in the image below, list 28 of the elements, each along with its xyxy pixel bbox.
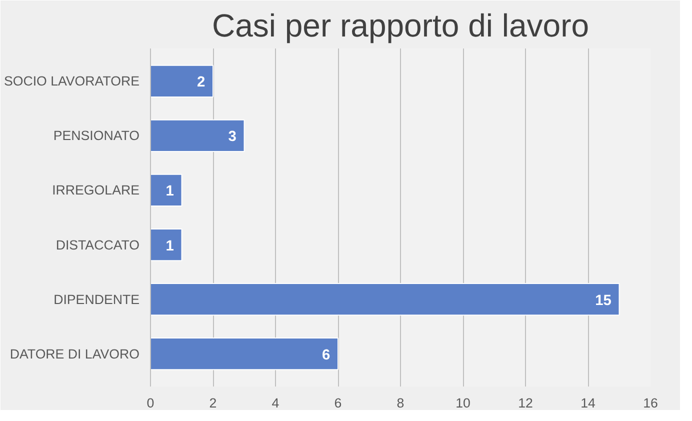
x-tick-label: 16 (643, 396, 658, 410)
y-tick-label: DATORE DI LAVORO (10, 346, 140, 362)
data-label: 15 (595, 292, 612, 309)
y-tick-label: DIPENDENTE (54, 292, 140, 307)
y-tick-label: IRREGOLARE (52, 182, 140, 198)
bar (150, 119, 245, 152)
data-label: 6 (322, 347, 330, 364)
bar (150, 64, 214, 98)
x-tick-label: 12 (518, 396, 533, 410)
bar (150, 228, 182, 262)
x-tick-label: 2 (209, 396, 217, 410)
x-tick-label: 8 (396, 396, 404, 410)
data-label: 2 (197, 74, 206, 91)
bar (150, 174, 182, 207)
data-label: 3 (228, 129, 236, 146)
bar (150, 282, 620, 316)
data-label: 1 (166, 184, 174, 200)
bar (150, 337, 338, 370)
chart-title: Casi per rapporto di lavoro (212, 8, 590, 44)
x-tick-label: 6 (334, 396, 342, 410)
y-tick-label: PENSIONATO (53, 128, 140, 144)
y-tick-label: SOCIO LAVORATORE (4, 74, 140, 89)
x-tick-label: 14 (580, 396, 596, 410)
x-tick-label: 4 (272, 396, 280, 410)
y-tick-label: DISTACCATO (56, 237, 140, 252)
x-tick-label: 0 (146, 396, 154, 410)
x-tick-label: 10 (456, 396, 470, 410)
data-label: 1 (166, 238, 174, 254)
